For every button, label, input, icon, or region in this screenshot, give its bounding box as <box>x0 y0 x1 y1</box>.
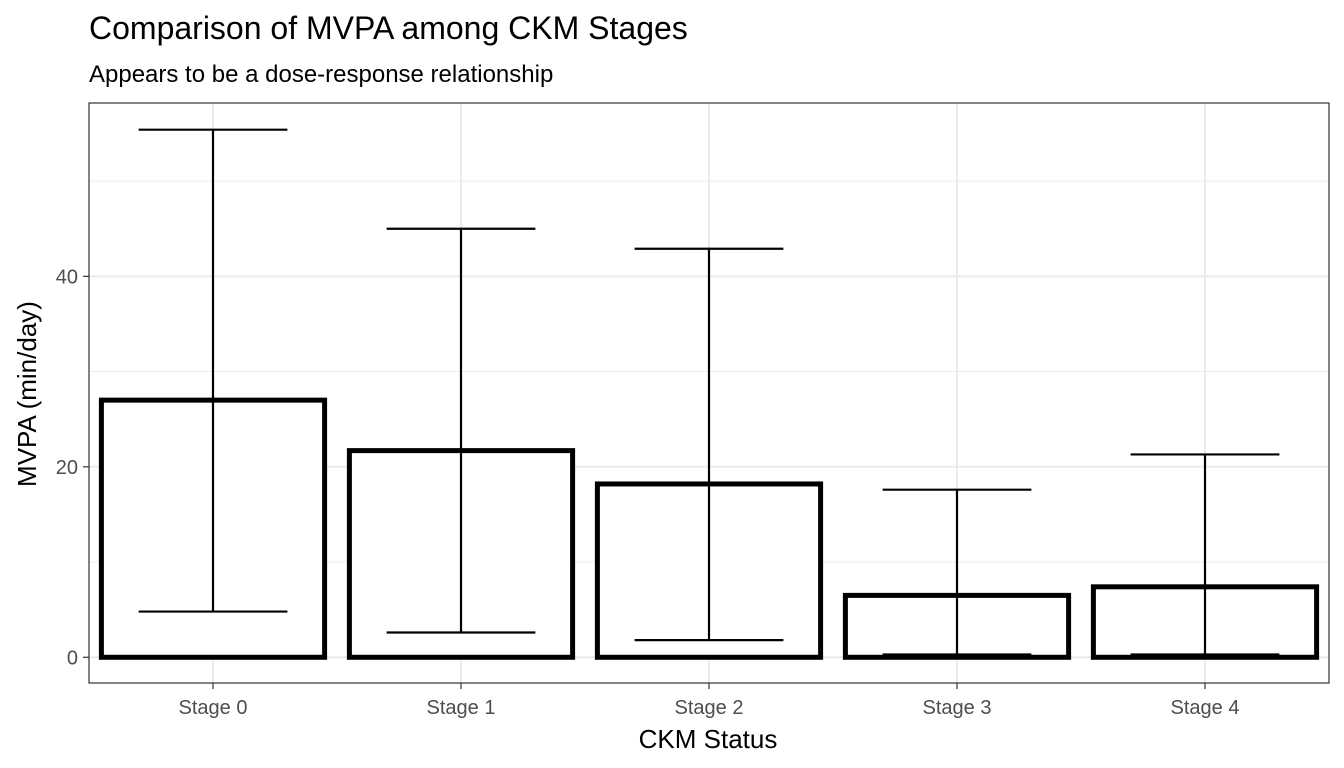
y-tick-label: 40 <box>56 266 78 288</box>
y-axis: 0 20 40 <box>56 266 89 669</box>
y-tick-label: 20 <box>56 457 78 479</box>
error-bar <box>386 227 536 634</box>
error-bar <box>882 488 1032 656</box>
error-bar <box>634 247 784 642</box>
x-tick-label: Stage 3 <box>923 697 992 719</box>
x-tick-label: Stage 2 <box>675 697 744 719</box>
x-axis-title: CKM Status <box>639 724 778 754</box>
error-bar <box>138 128 288 613</box>
chart-subtitle: Appears to be a dose-response relationsh… <box>89 61 553 88</box>
x-tick-label: Stage 0 <box>179 697 248 719</box>
error-bars <box>138 128 1280 656</box>
x-tick-label: Stage 1 <box>427 697 496 719</box>
y-axis-title: MVPA (min/day) <box>12 301 42 487</box>
y-tick-label: 0 <box>67 647 78 669</box>
x-axis: Stage 0 Stage 1 Stage 2 Stage 3 Stage 4 <box>179 683 1240 719</box>
error-bar <box>1130 453 1280 656</box>
chart-title: Comparison of MVPA among CKM Stages <box>89 10 688 46</box>
x-tick-label: Stage 4 <box>1171 697 1240 719</box>
